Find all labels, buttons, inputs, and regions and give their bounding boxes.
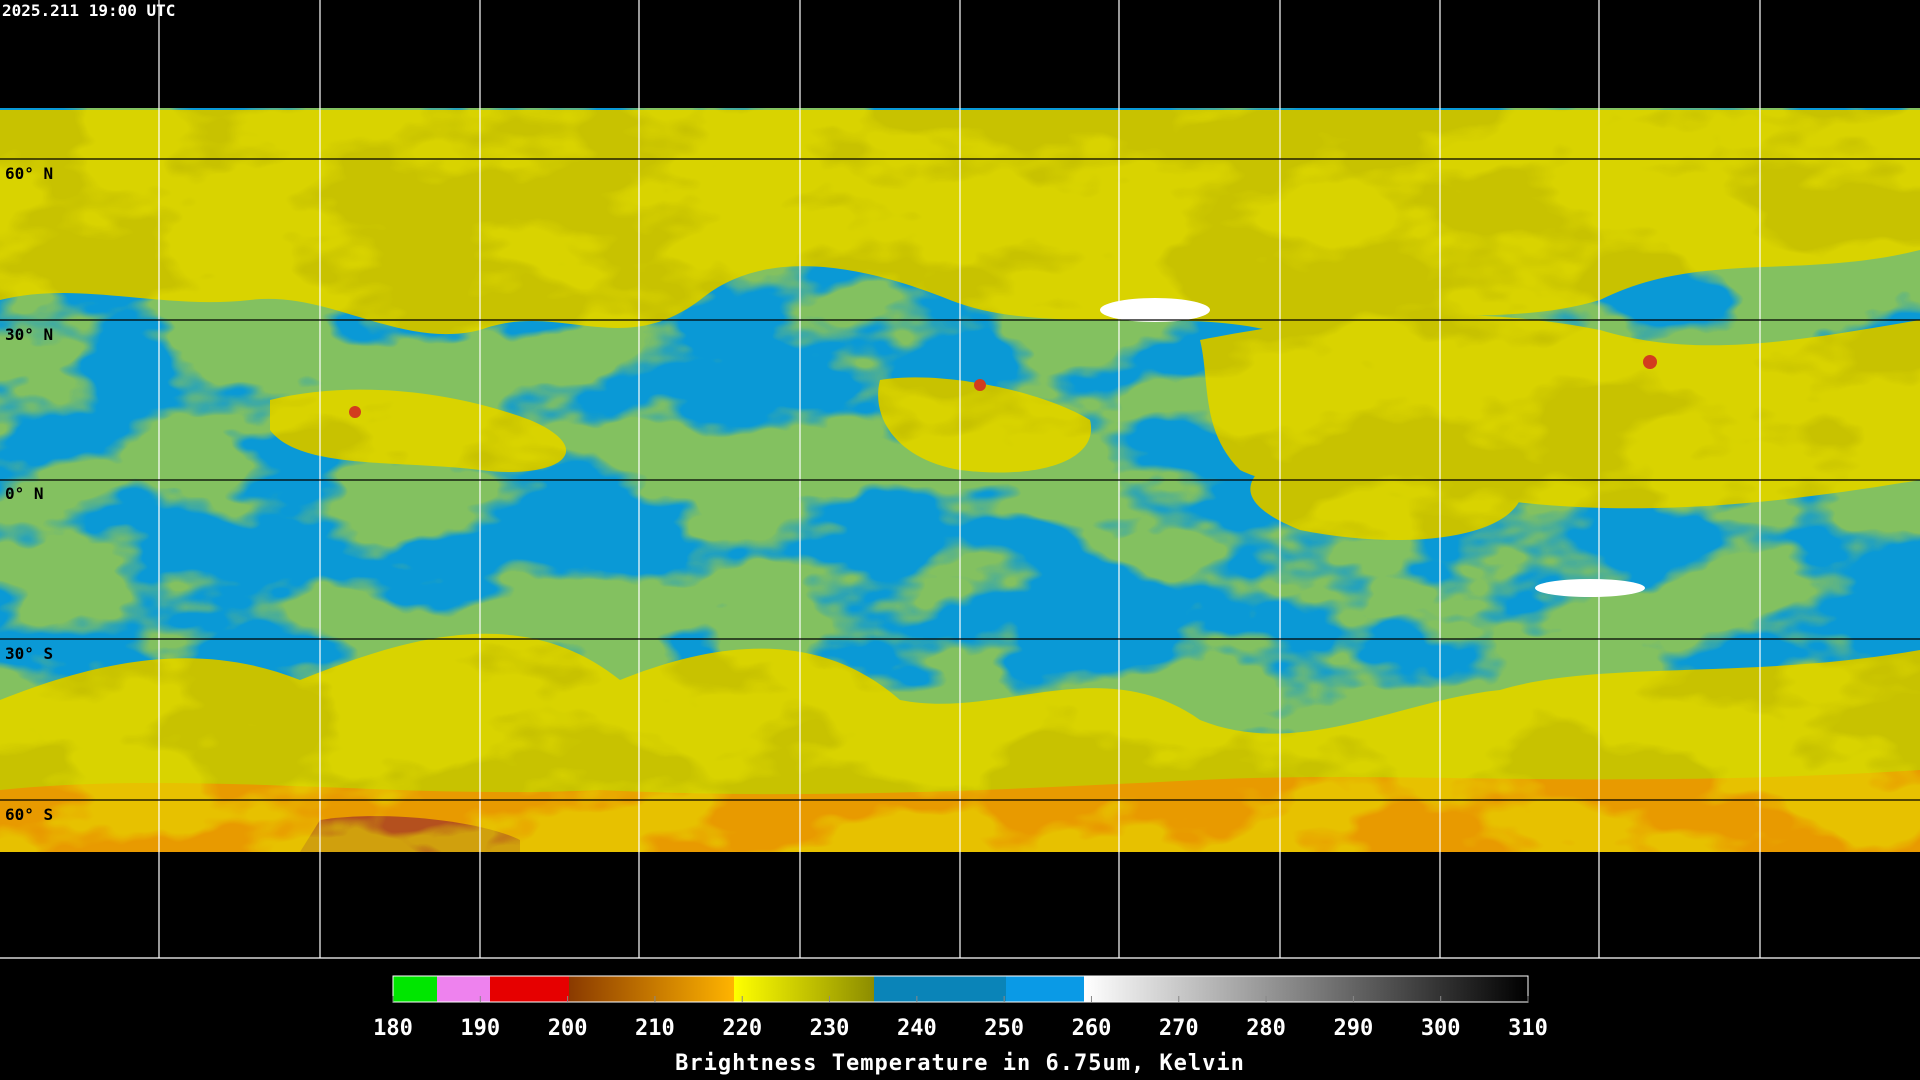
colorbar-tick-label: 280 xyxy=(1246,1016,1286,1041)
colorbar-caption: Brightness Temperature in 6.75um, Kelvin xyxy=(675,1051,1245,1076)
colorbar-tick-label: 250 xyxy=(984,1016,1024,1041)
colorbar-segment xyxy=(490,976,569,1002)
longitude-grid xyxy=(158,0,1761,958)
deep-convection xyxy=(1643,355,1657,369)
colorbar xyxy=(392,975,1529,1003)
colorbar-tick-label: 210 xyxy=(635,1016,675,1041)
colorbar-tick-label: 290 xyxy=(1334,1016,1374,1041)
colorbar-segment xyxy=(569,976,734,1002)
latitude-label: 60° N xyxy=(5,164,53,183)
colorbar-segment xyxy=(393,976,437,1002)
colorbar-tick-label: 200 xyxy=(548,1016,588,1041)
colorbar-segment xyxy=(874,976,1006,1002)
colorbar-tick-label: 300 xyxy=(1421,1016,1461,1041)
colorbar-tick-label: 180 xyxy=(373,1016,413,1041)
colorbar-ticks: 180 190 200 210 220 230 240 250 260 270 280 290 300 3… xyxy=(373,996,1548,1041)
dry-area xyxy=(1535,579,1645,597)
latitude-label: 60° S xyxy=(5,805,53,824)
colorbar-tick-label: 270 xyxy=(1159,1016,1199,1041)
colorbar-segment xyxy=(734,976,874,1002)
colorbar-tick-label: 240 xyxy=(897,1016,937,1041)
colorbar-frame xyxy=(392,975,1529,1003)
dry-area xyxy=(1100,298,1210,322)
latitude-label: 30° S xyxy=(5,644,53,663)
deep-convection xyxy=(974,379,986,391)
colorbar-segment xyxy=(437,976,490,1002)
latitude-grid xyxy=(0,158,1920,801)
colorbar-tick-label: 230 xyxy=(810,1016,850,1041)
colorbar-tick-label: 190 xyxy=(460,1016,500,1041)
timestamp: 2025.211 19:00 UTC xyxy=(2,1,175,20)
latitude-label: 0° N xyxy=(5,484,44,503)
deep-convection xyxy=(349,406,361,418)
colorbar-tick-label: 260 xyxy=(1072,1016,1112,1041)
latitude-label: 30° N xyxy=(5,325,53,344)
colorbar-tick-label: 310 xyxy=(1508,1016,1548,1041)
colorbar-tick-label: 220 xyxy=(722,1016,762,1041)
colorbar-segment xyxy=(1006,976,1084,1002)
colorbar-segment xyxy=(1084,976,1528,1002)
